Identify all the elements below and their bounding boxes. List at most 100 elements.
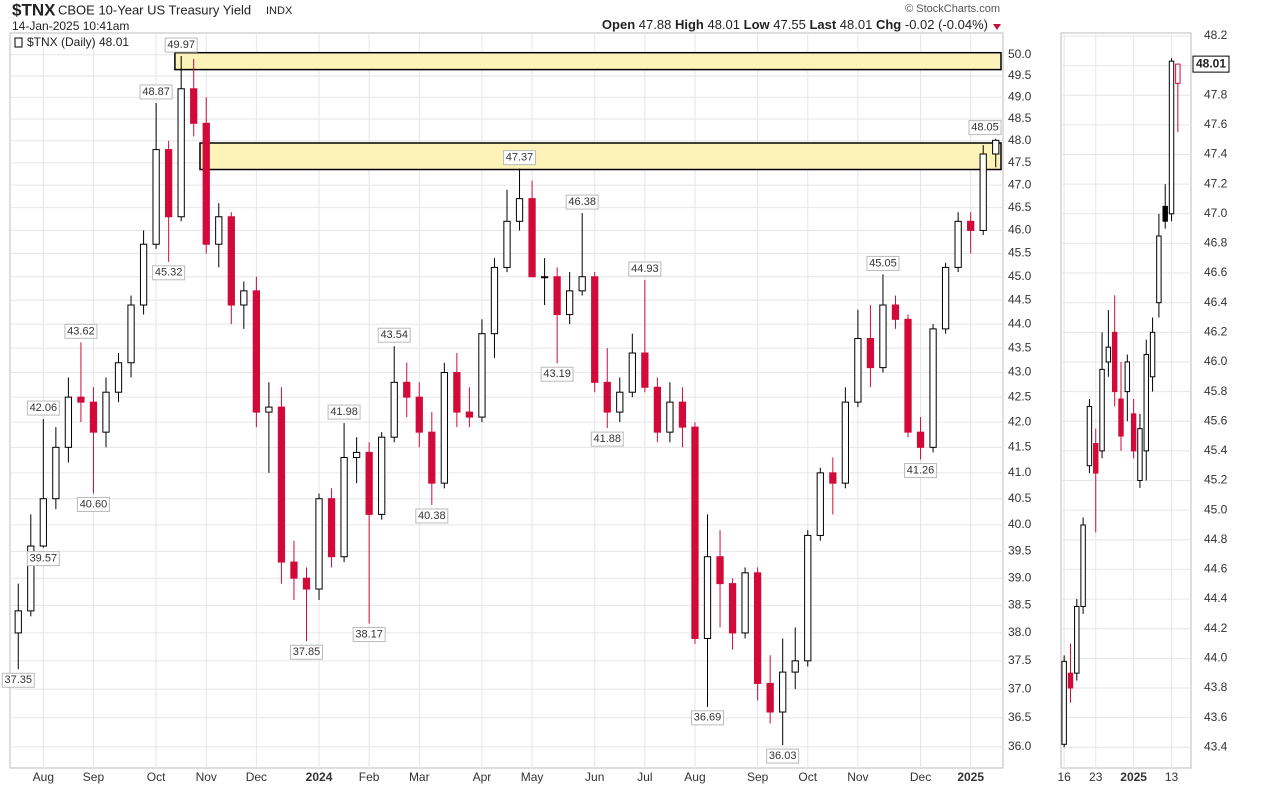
candle-body xyxy=(1080,524,1086,607)
instrument-name: CBOE 10-Year US Treasury Yield xyxy=(58,2,251,17)
price-label: 39.57 xyxy=(30,553,58,565)
x-tick-label: 23 xyxy=(1089,770,1103,784)
price-label: 36.69 xyxy=(694,712,722,724)
candle-body xyxy=(766,682,774,713)
candle-body xyxy=(114,362,123,393)
candle-body xyxy=(866,338,875,369)
candle-body xyxy=(1137,428,1143,482)
candle-body xyxy=(1162,205,1168,222)
price-label: 48.87 xyxy=(142,86,170,98)
price-label: 44.93 xyxy=(631,263,659,275)
y-tick-label: 36.0 xyxy=(1008,739,1032,753)
price-label-box xyxy=(540,366,574,382)
price-label: 48.05 xyxy=(971,122,999,134)
y-tick-label: 37.0 xyxy=(1008,681,1032,695)
y-tick-label: 44.4 xyxy=(1204,591,1228,605)
y-tick-label: 44.5 xyxy=(1008,292,1032,306)
y-tick-label: 43.5 xyxy=(1008,340,1032,354)
last-price-label: 48.01 xyxy=(1196,56,1226,70)
candle-body xyxy=(139,243,148,306)
symbol: $TNX xyxy=(12,0,56,19)
quote-label: Last xyxy=(809,17,836,32)
y-tick-label: 45.6 xyxy=(1204,413,1228,427)
candle-body xyxy=(666,401,674,433)
price-label: 43.62 xyxy=(67,325,95,337)
quote-label: High xyxy=(675,17,704,32)
candle-body xyxy=(177,88,185,218)
y-tick-label: 49.0 xyxy=(1008,90,1032,104)
candle-body xyxy=(1168,60,1175,215)
candle-body xyxy=(854,338,862,403)
x-tick-label: 2024 xyxy=(306,770,333,784)
main-panel xyxy=(9,32,1004,769)
x-tick-label: Mar xyxy=(409,770,430,784)
price-label: 45.32 xyxy=(155,267,183,279)
price-label-box xyxy=(691,710,725,726)
x-tick-label: Jul xyxy=(637,770,652,784)
candle-body xyxy=(879,304,887,369)
y-tick-label: 43.4 xyxy=(1204,739,1228,753)
candle-body xyxy=(515,198,524,222)
y-tick-label: 36.5 xyxy=(1008,710,1032,724)
candle-body xyxy=(904,318,912,433)
y-tick-label: 46.6 xyxy=(1204,265,1228,279)
candle-body xyxy=(1099,368,1105,452)
y-tick-label: 47.4 xyxy=(1204,147,1228,161)
candle-body xyxy=(14,610,22,634)
price-label: 43.19 xyxy=(543,368,571,380)
x-tick-label: Sep xyxy=(747,770,769,784)
x-tick-label: Apr xyxy=(473,770,492,784)
candle-body xyxy=(941,266,950,330)
candle-body xyxy=(779,671,787,713)
candle-body xyxy=(728,583,737,634)
change-arrow xyxy=(993,24,1001,30)
y-tick-label: 39.0 xyxy=(1008,570,1032,584)
price-label: 46.38 xyxy=(568,196,596,208)
y-tick-label: 46.0 xyxy=(1204,354,1228,368)
candle-body xyxy=(1074,605,1080,674)
price-label-box xyxy=(503,150,537,166)
candle-body xyxy=(390,381,398,438)
candle-body xyxy=(490,266,499,335)
quote-label: Chg xyxy=(876,17,901,32)
x-tick-label: Oct xyxy=(798,770,817,784)
x-tick-label: Nov xyxy=(196,770,217,784)
price-label-box xyxy=(26,400,60,416)
price-label-box xyxy=(26,551,60,567)
resistance-zone xyxy=(199,142,1002,171)
y-tick-label: 41.0 xyxy=(1008,465,1032,479)
price-label-box xyxy=(377,327,411,343)
y-tick-label: 46.2 xyxy=(1204,325,1228,339)
credit: © StockCharts.com xyxy=(905,3,1000,15)
candle-body xyxy=(77,396,85,403)
exchange: INDX xyxy=(266,5,293,17)
y-tick-label: 45.8 xyxy=(1204,384,1228,398)
x-tick-label: Dec xyxy=(246,770,267,784)
x-tick-label: Nov xyxy=(847,770,868,784)
y-tick-label: 45.0 xyxy=(1008,269,1032,283)
price-label-box xyxy=(904,463,938,479)
candle-body xyxy=(215,216,223,245)
y-tick-label: 44.8 xyxy=(1204,532,1228,546)
quote-value: 48.01 xyxy=(840,17,873,32)
price-label-box xyxy=(968,120,1002,136)
price-label-box xyxy=(152,265,186,281)
x-tick-label: Dec xyxy=(910,770,931,784)
detail-panel xyxy=(1060,32,1192,769)
price-label: 40.60 xyxy=(80,498,108,510)
price-label-box xyxy=(415,508,449,524)
last-price-box xyxy=(1192,55,1230,73)
candle-body xyxy=(1067,672,1074,689)
x-tick-label: Oct xyxy=(147,770,166,784)
y-tick-label: 44.6 xyxy=(1204,562,1228,576)
x-tick-label: 16 xyxy=(1057,770,1071,784)
timestamp: 14-Jan-2025 10:41am xyxy=(12,19,129,33)
x-tick-label: Jun xyxy=(585,770,604,784)
x-tick-label: Aug xyxy=(684,770,705,784)
candle-body xyxy=(816,472,824,536)
candle-body xyxy=(1118,398,1124,437)
y-tick-label: 43.6 xyxy=(1204,710,1228,724)
price-label-box xyxy=(352,627,386,643)
y-tick-label: 47.6 xyxy=(1204,117,1228,131)
